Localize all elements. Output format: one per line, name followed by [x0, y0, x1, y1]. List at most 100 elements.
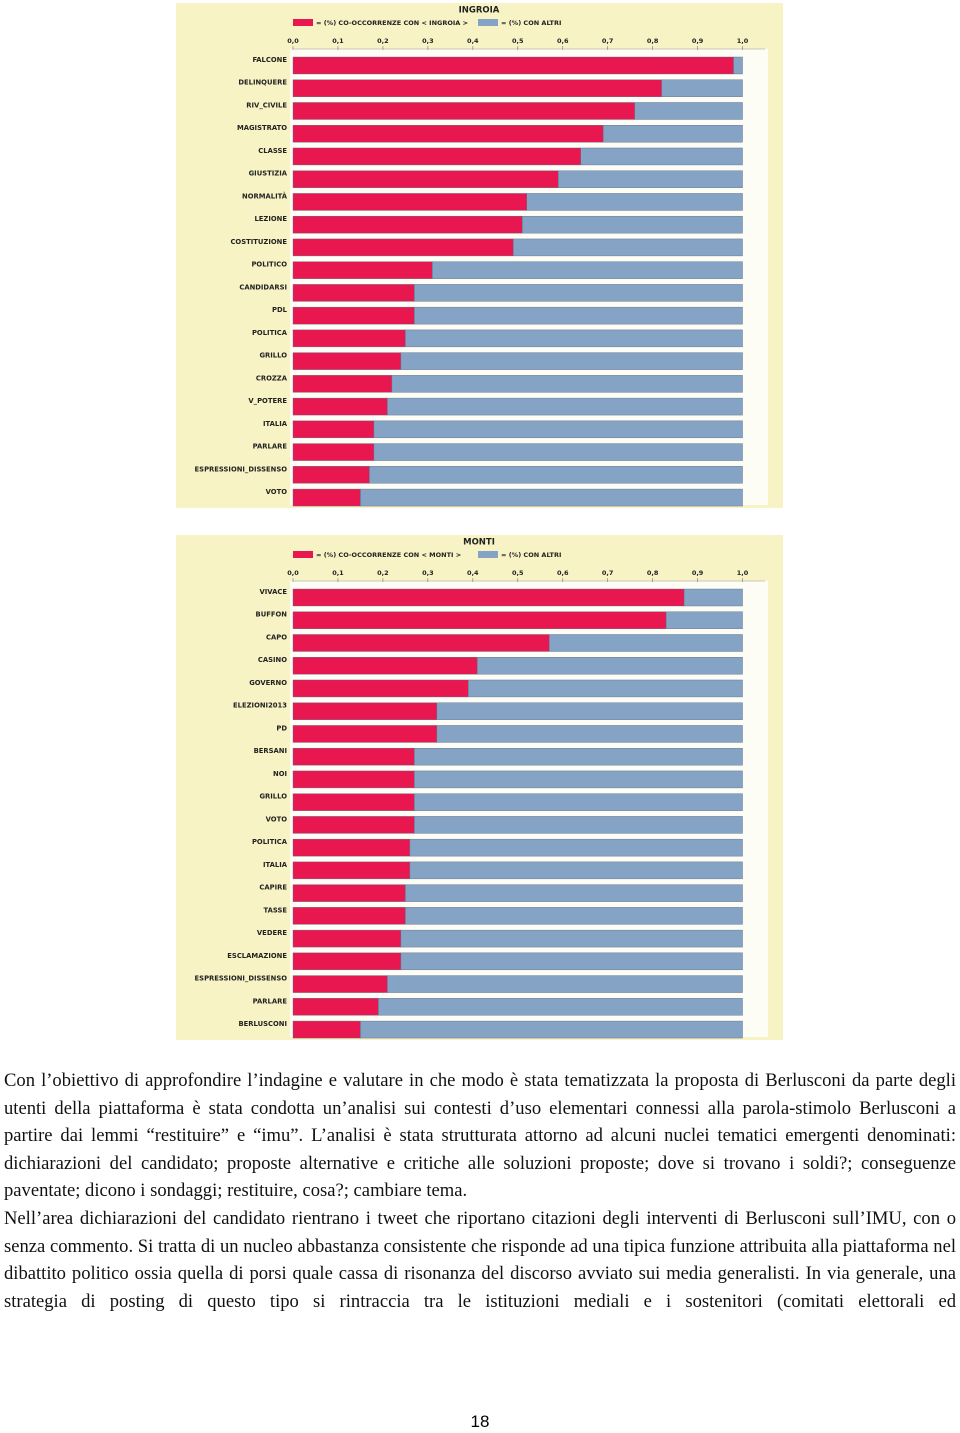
bar: [400, 929, 743, 948]
bar: [292, 725, 438, 743]
y-tick-label: ESCLAMAZIONE: [227, 952, 287, 960]
bar: [387, 975, 743, 993]
bar: [292, 352, 402, 370]
body-text: Con l’obiettivo di approfondire l’indagi…: [4, 1067, 956, 1315]
bar: [373, 443, 743, 461]
bar: [558, 170, 743, 188]
bar: [292, 975, 388, 993]
bar: [400, 352, 743, 370]
bar: [526, 193, 743, 211]
charts: INGROIA = (%) CO-OCCORRENZE CON < INGROIA…: [176, 3, 783, 1040]
bar: [292, 793, 415, 811]
y-tick-label: CAPO: [266, 633, 287, 641]
bar: [292, 679, 469, 698]
bar: [292, 884, 406, 902]
bar: [409, 861, 743, 880]
y-tick-label: POLITICA: [252, 838, 288, 846]
y-tick-label: VOTO: [266, 815, 288, 823]
bar: [391, 375, 743, 393]
y-tick-label: PDL: [272, 306, 288, 314]
page-number: 18: [470, 1412, 490, 1431]
bar: [414, 816, 743, 834]
bar: [661, 79, 743, 97]
x-tick-label: 0,1: [332, 37, 344, 45]
y-tick-label: RIV_CIVILE: [246, 101, 287, 109]
y-tick-label: GRILLO: [259, 793, 287, 801]
bar: [414, 770, 743, 789]
bar: [522, 215, 743, 234]
x-tick-label: 0,8: [647, 569, 659, 577]
bar: [292, 466, 370, 484]
x-tick-label: 0,6: [557, 37, 569, 45]
legend-label: = (%) CO-OCCORRENZE CON < INGROIA >: [316, 19, 468, 27]
x-tick-label: 0,4: [467, 37, 479, 45]
x-tick-label: 0,3: [422, 37, 434, 45]
bar: [292, 147, 581, 166]
x-tick-label: 0,5: [512, 569, 524, 577]
y-tick-label: ESPRESSIONI_DISSENSO: [195, 975, 288, 983]
y-tick-label: PD: [276, 724, 287, 732]
y-tick-label: BERSANI: [254, 747, 287, 755]
y-tick-label: VIVACE: [260, 588, 288, 596]
y-tick-label: VOTO: [266, 488, 288, 496]
bar: [369, 466, 743, 484]
y-tick-label: CAPIRE: [259, 884, 287, 892]
bar: [414, 284, 743, 302]
bar: [292, 261, 433, 279]
bar: [292, 238, 514, 257]
bar: [387, 397, 743, 416]
bar: [292, 56, 734, 75]
bar: [405, 329, 743, 348]
y-tick-label: MAGISTRATO: [237, 124, 287, 132]
bar: [405, 884, 743, 902]
bar: [292, 79, 662, 97]
bar: [477, 657, 743, 675]
bar: [292, 215, 523, 234]
bar: [292, 747, 415, 766]
bar: [513, 238, 743, 257]
y-tick-label: ITALIA: [263, 861, 288, 869]
bar: [378, 998, 743, 1016]
y-tick-label: CASINO: [258, 656, 287, 664]
x-tick-label: 0,5: [512, 37, 524, 45]
x-tick-label: 0,2: [377, 37, 389, 45]
x-tick-label: 0,7: [602, 37, 614, 45]
y-tick-label: V_POTERE: [248, 397, 287, 405]
y-tick-label: ELEZIONI2013: [233, 702, 287, 710]
bar: [414, 747, 743, 766]
legend-swatch: [293, 19, 313, 26]
y-tick-label: COSTITUZIONE: [230, 238, 287, 246]
bar: [292, 611, 667, 629]
y-tick-label: PARLARE: [253, 443, 288, 451]
bar: [292, 102, 635, 120]
chart-title: INGROIA: [459, 6, 500, 16]
y-tick-label: TASSE: [264, 906, 288, 914]
bar: [292, 952, 402, 971]
y-tick-label: DELINQUERE: [238, 79, 287, 87]
bar: [400, 952, 743, 971]
bar: [292, 125, 604, 143]
bar: [292, 284, 415, 302]
bar: [292, 488, 361, 507]
bar: [292, 170, 559, 188]
y-tick-label: POLITICO: [251, 261, 287, 269]
y-tick-label: VEDERE: [257, 929, 287, 937]
bar: [665, 611, 743, 629]
bar: [292, 838, 411, 857]
bar: [292, 861, 411, 880]
legend-label: = (%) CO-OCCORRENZE CON < MONTI >: [316, 551, 461, 559]
bar: [292, 306, 415, 325]
bar: [292, 907, 406, 925]
bar: [414, 793, 743, 811]
bar: [436, 702, 743, 720]
x-tick-label: 0,9: [692, 37, 704, 45]
bar: [292, 929, 402, 948]
x-tick-label: 1,0: [737, 569, 749, 577]
bar: [292, 634, 550, 652]
bar: [292, 193, 527, 211]
bar: [360, 488, 743, 507]
y-tick-label: BUFFON: [256, 611, 288, 619]
y-tick-label: FALCONE: [252, 56, 287, 64]
y-tick-label: LEZIONE: [254, 215, 287, 223]
bar: [292, 702, 438, 720]
